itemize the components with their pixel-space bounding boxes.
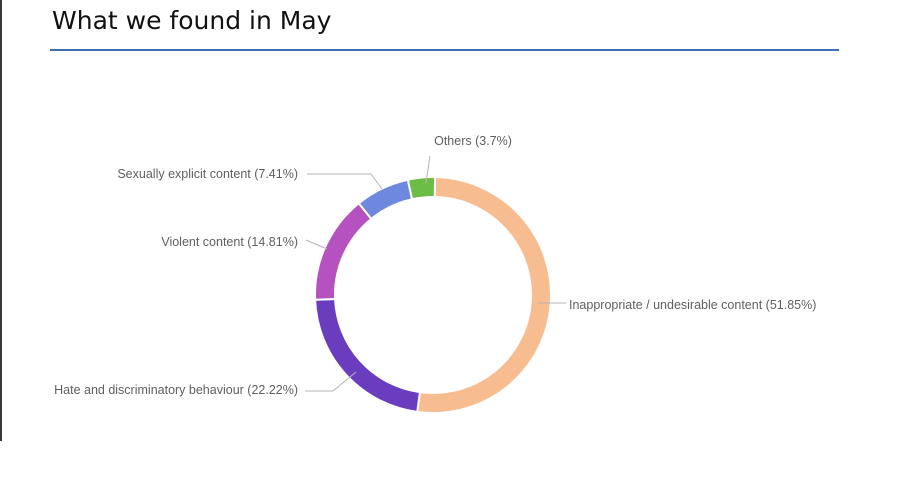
slice-label-others: Others (3.7%) <box>434 134 512 148</box>
leader-line-violent-content <box>305 239 328 250</box>
slice-violent-content[interactable] <box>314 202 373 301</box>
slice-label-inappropriate-undesirable-content: Inappropriate / undesirable content (51.… <box>569 298 816 312</box>
left-border <box>0 0 2 441</box>
title-rule <box>50 49 839 51</box>
slice-others[interactable] <box>406 176 437 201</box>
page-title: What we found in May <box>52 6 332 35</box>
slice-inappropriate-undesirable-content[interactable] <box>416 176 552 414</box>
slice-label-hate-and-discriminatory-behaviour: Hate and discriminatory behaviour (22.22… <box>54 383 298 397</box>
slice-label-sexually-explicit-content: Sexually explicit content (7.41%) <box>117 167 298 181</box>
slice-hate-and-discriminatory-behaviour[interactable] <box>314 297 421 413</box>
leader-line-hate-and-discriminatory-behaviour <box>305 371 357 392</box>
leader-line-sexually-explicit-content <box>307 173 383 190</box>
slice-label-violent-content: Violent content (14.81%) <box>161 235 298 249</box>
leader-line-others <box>425 155 431 184</box>
slice-sexually-explicit-content[interactable] <box>357 178 414 220</box>
